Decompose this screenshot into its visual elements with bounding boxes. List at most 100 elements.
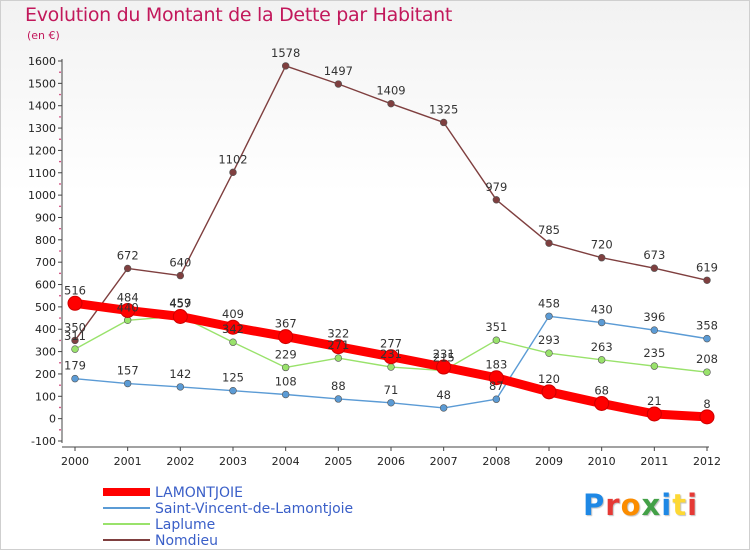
x-tick-label: 2009 [535, 455, 563, 468]
data-label: 640 [169, 256, 191, 270]
legend-label: Laplume [155, 517, 215, 533]
data-label: 672 [117, 248, 139, 262]
chart-axes: -100 0 100 200 300 400 500 600 700 800 900 1000 1100… [28, 55, 721, 468]
data-point [699, 409, 715, 425]
y-tick-label: 300 [35, 346, 56, 359]
y-minor-dot [59, 294, 61, 297]
data-point [334, 354, 343, 362]
data-label: 142 [169, 367, 191, 381]
data-point [229, 387, 237, 395]
data-point [387, 99, 395, 108]
logo-letter: x [641, 488, 662, 522]
data-label: 440 [117, 300, 139, 314]
x-tick-label: 2010 [588, 455, 616, 468]
logo-letter: t [672, 488, 688, 522]
data-point [646, 406, 662, 422]
logo-letter: o [620, 488, 642, 522]
data-point [439, 118, 448, 127]
data-label: 979 [485, 180, 507, 194]
data-point [71, 336, 79, 345]
data-point [176, 271, 185, 280]
data-point [71, 374, 79, 383]
data-point [387, 363, 395, 371]
y-minor-dot [59, 138, 61, 141]
data-label: 21 [647, 394, 662, 408]
data-point [330, 339, 346, 355]
data-label: 311 [64, 329, 86, 343]
chart-title: Evolution du Montant de la Dette par Hab… [25, 4, 453, 26]
data-label: 215 [433, 351, 455, 365]
data-point [650, 326, 659, 334]
data-point [545, 239, 553, 247]
data-point [120, 302, 136, 318]
chart-subtitle: (en €) [27, 29, 60, 42]
data-label: 1497 [324, 64, 353, 78]
data-point [334, 395, 343, 403]
data-label: 350 [64, 320, 86, 334]
y-minor-dot [59, 183, 61, 185]
data-point [488, 370, 504, 386]
y-tick-label: 500 [35, 301, 56, 314]
data-label: 367 [275, 317, 297, 331]
data-label: 68 [594, 383, 609, 397]
x-tick-label: 2000 [61, 455, 89, 468]
data-point [439, 404, 448, 412]
data-point [650, 362, 659, 370]
data-point [703, 334, 711, 343]
y-tick-label: 200 [35, 368, 56, 381]
data-label: 120 [538, 372, 560, 386]
legend-label: Nomdieu [155, 533, 218, 549]
data-label: 231 [433, 347, 455, 361]
data-point [597, 356, 606, 364]
data-point [281, 363, 290, 372]
data-label: 8 [703, 397, 710, 411]
y-minor-dot [59, 317, 61, 319]
legend-label: Saint-Vincent-de-Lamontjoie [155, 501, 353, 517]
data-point [545, 312, 553, 320]
data-point [387, 399, 395, 407]
x-tick-label: 2002 [166, 455, 194, 468]
data-label: 322 [327, 327, 349, 341]
data-label: 785 [538, 223, 560, 237]
data-point [176, 383, 185, 391]
data-label: 108 [275, 375, 297, 389]
data-point [281, 62, 290, 70]
data-point [594, 395, 610, 411]
x-tick-label: 2005 [324, 455, 352, 468]
y-tick-label: 1500 [28, 77, 56, 90]
data-label: 271 [327, 338, 349, 352]
data-point [71, 345, 79, 353]
data-point [703, 276, 711, 284]
data-label: 1102 [218, 152, 247, 166]
data-label: 457 [169, 296, 191, 310]
data-point [67, 295, 83, 311]
y-minor-dot [59, 339, 61, 342]
data-point [597, 318, 606, 327]
y-minor-dot [59, 250, 61, 252]
data-point [123, 379, 132, 388]
data-point [383, 349, 399, 365]
x-tick-label: 2012 [693, 455, 721, 468]
y-tick-label: 1100 [28, 167, 56, 180]
data-point [597, 254, 606, 262]
logo-letter: i [661, 488, 673, 522]
series-layer [67, 62, 715, 425]
data-point [281, 390, 290, 399]
logo-letter: i [687, 488, 699, 522]
data-label: 484 [117, 290, 139, 304]
y-minor-dot [59, 160, 61, 163]
data-point [229, 168, 237, 177]
data-label: 231 [380, 347, 402, 361]
data-label: 342 [222, 322, 244, 336]
y-minor-dot [59, 384, 61, 386]
y-tick-label: 900 [35, 211, 56, 224]
data-label: 88 [331, 379, 346, 393]
data-label: 293 [538, 333, 560, 347]
data-label: 183 [485, 358, 507, 372]
data-label: 1578 [271, 46, 300, 60]
data-label: 720 [591, 238, 613, 252]
y-minor-dot [59, 406, 61, 409]
x-tick-label: 2001 [114, 455, 142, 468]
